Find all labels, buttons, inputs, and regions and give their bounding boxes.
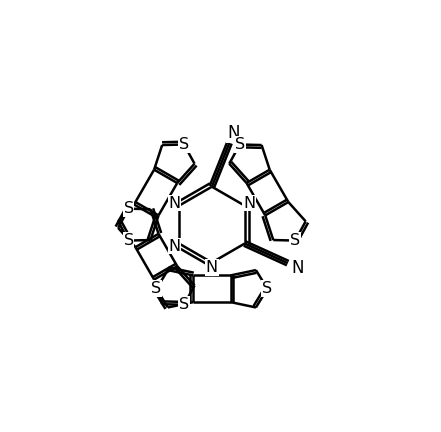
Text: S: S: [151, 281, 161, 296]
Text: S: S: [290, 233, 300, 248]
Text: S: S: [262, 281, 273, 296]
Text: S: S: [123, 201, 134, 216]
Text: N: N: [227, 124, 240, 142]
Text: N: N: [243, 196, 255, 210]
Text: S: S: [179, 137, 189, 152]
Text: S: S: [123, 233, 134, 248]
Text: N: N: [168, 196, 181, 210]
Text: N: N: [292, 259, 304, 276]
Text: S: S: [179, 297, 189, 312]
Text: N: N: [168, 238, 181, 254]
Text: S: S: [235, 137, 245, 152]
Text: N: N: [206, 260, 218, 275]
